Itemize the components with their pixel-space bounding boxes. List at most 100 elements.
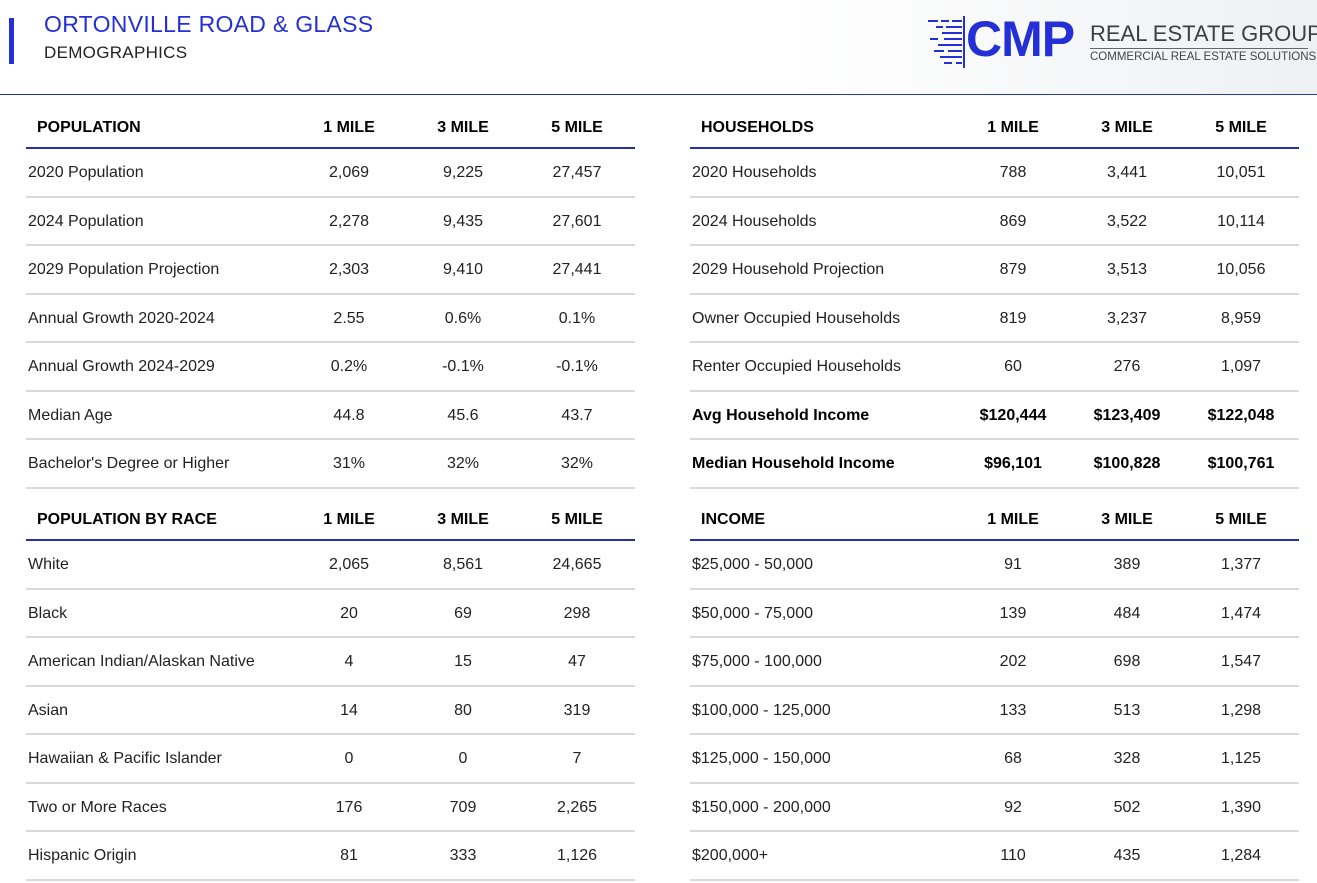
cell-1-mile: 44.8 (333, 406, 365, 424)
cell-5-mile: 10,051 (1216, 164, 1266, 181)
cell-1-mile: 68 (1004, 750, 1022, 767)
cell-5-mile: 43.7 (561, 406, 593, 424)
population-table: POPULATION 1 MILE 3 MILE 5 MILE 2020 Populat… (26, 112, 635, 489)
cell-1-mile: 20 (340, 604, 358, 622)
cell-3-mile: 3,441 (1106, 164, 1148, 181)
row-label: Median Household Income (692, 455, 895, 472)
cell-3-mile: 80 (454, 701, 472, 719)
table-row: American Indian/Alaskan Native 4 15 47 (26, 638, 635, 687)
logo-company-name: REAL ESTATE GROUP (1090, 21, 1317, 46)
cell-3-mile: -0.1% (442, 358, 484, 375)
cell-3-mile: 9,410 (442, 261, 484, 278)
cell-5-mile: 1,097 (1220, 358, 1262, 375)
table-row: 2020 Population 2,069 9,225 27,457 (26, 149, 635, 198)
row-label: Black (28, 604, 68, 622)
households-table: HOUSEHOLDS 1 MILE 3 MILE 5 MILE 2020 Househo… (690, 112, 1299, 489)
cell-5-mile: 32% (560, 455, 594, 472)
company-logo: CMP REAL ESTATE GROUP COMMERCIAL REAL ES… (926, 11, 1317, 70)
cell-5-mile: 24,665 (552, 556, 602, 573)
table-header-row: INCOME 1 MILE 3 MILE 5 MILE (690, 504, 1299, 541)
cell-3-mile: 15 (454, 653, 472, 670)
table-row: Bachelor's Degree or Higher 31% 32% 32% (26, 440, 635, 489)
column-header-5-mile: 5 MILE (551, 119, 603, 136)
cell-5-mile: 7 (572, 750, 582, 767)
column-header-3-mile: 3 MILE (437, 511, 489, 528)
cell-5-mile: 319 (563, 701, 591, 719)
table-row: 2029 Household Projection 879 3,513 10,056 (690, 246, 1299, 295)
cell-3-mile: 3,513 (1106, 261, 1148, 278)
cell-5-mile: 298 (563, 604, 591, 622)
row-label: Hispanic Origin (28, 847, 137, 864)
cell-1-mile: 0.2% (330, 358, 368, 375)
cell-3-mile: 9,435 (442, 212, 484, 230)
row-label: 2020 Population (28, 164, 144, 181)
cell-3-mile: 69 (454, 604, 472, 622)
table-header-label: INCOME (701, 511, 765, 528)
cell-3-mile: 513 (1113, 701, 1141, 719)
cell-1-mile: 788 (999, 164, 1027, 181)
logo-brand-text: CMP (966, 11, 1075, 67)
table-row: $25,000 - 50,000 91 389 1,377 (690, 541, 1299, 590)
table-row: Annual Growth 2020-2024 2.55 0.6% 0.1% (26, 295, 635, 343)
row-label: Renter Occupied Households (692, 358, 902, 375)
cell-5-mile: 0.1% (558, 309, 596, 327)
cell-5-mile: 27,601 (552, 212, 602, 230)
column-header-3-mile: 3 MILE (1101, 119, 1153, 136)
cell-1-mile: 202 (999, 653, 1027, 670)
table-header-row: POPULATION BY RACE 1 MILE 3 MILE 5 MILE (26, 504, 635, 541)
income-table: INCOME 1 MILE 3 MILE 5 MILE $25,000 - 50,000… (690, 504, 1299, 881)
cell-1-mile: 92 (1004, 798, 1022, 816)
cell-1-mile: 2,278 (328, 212, 370, 230)
table-row: Hispanic Origin 81 333 1,126 (26, 832, 635, 881)
cell-3-mile: 9,225 (442, 164, 484, 181)
table-row: Two or More Races 176 709 2,265 (26, 784, 635, 832)
page-title: ORTONVILLE ROAD & GLASS (44, 11, 374, 37)
cell-3-mile: 435 (1113, 847, 1141, 864)
table-row: White 2,065 8,561 24,665 (26, 541, 635, 590)
cell-1-mile: $96,101 (984, 455, 1042, 472)
cell-1-mile: 4 (344, 653, 354, 670)
cell-1-mile: 139 (999, 604, 1027, 622)
row-label: $150,000 - 200,000 (692, 798, 831, 816)
header-accent-bar (9, 18, 14, 64)
column-header-3-mile: 3 MILE (1101, 511, 1153, 528)
row-label: Two or More Races (28, 798, 167, 816)
table-row: $100,000 - 125,000 133 513 1,298 (690, 687, 1299, 735)
cell-1-mile: 2,069 (328, 164, 370, 181)
cell-5-mile: 1,377 (1220, 556, 1262, 573)
cell-5-mile: 27,441 (552, 261, 602, 278)
row-label: $200,000+ (692, 847, 769, 864)
cell-5-mile: 1,284 (1220, 847, 1262, 864)
cell-1-mile: 81 (340, 847, 358, 864)
row-label: 2020 Households (692, 164, 817, 181)
page-subtitle: DEMOGRAPHICS (44, 43, 188, 62)
table-row: $50,000 - 75,000 139 484 1,474 (690, 590, 1299, 638)
table-header-row: POPULATION 1 MILE 3 MILE 5 MILE (26, 112, 635, 149)
cell-3-mile: 8,561 (442, 556, 484, 573)
cell-3-mile: 0.6% (444, 309, 482, 327)
column-header-1-mile: 1 MILE (323, 119, 375, 136)
cell-1-mile: 176 (335, 798, 363, 816)
cell-3-mile: 333 (449, 847, 477, 864)
row-label: $125,000 - 150,000 (692, 750, 831, 767)
cell-1-mile: 2,303 (328, 261, 370, 278)
table-header-row: HOUSEHOLDS 1 MILE 3 MILE 5 MILE (690, 112, 1299, 149)
cell-5-mile: 47 (568, 653, 586, 670)
column-header-3-mile: 3 MILE (437, 119, 489, 136)
cell-5-mile: 1,474 (1220, 604, 1262, 622)
table-row: Asian 14 80 319 (26, 687, 635, 735)
page-header: ORTONVILLE ROAD & GLASS DEMOGRAPHICS CMP… (0, 0, 1317, 95)
table-row: Renter Occupied Households 60 276 1,097 (690, 343, 1299, 392)
cell-1-mile: 2,065 (328, 556, 370, 573)
cell-3-mile: 389 (1113, 556, 1141, 573)
row-label: Annual Growth 2020-2024 (28, 309, 215, 327)
row-label: Annual Growth 2024-2029 (28, 358, 215, 375)
cell-5-mile: 1,126 (556, 847, 598, 864)
cell-1-mile: 133 (999, 701, 1027, 719)
column-header-5-mile: 5 MILE (551, 511, 603, 528)
cell-3-mile: 698 (1113, 653, 1141, 670)
cell-1-mile: 110 (1000, 847, 1026, 864)
table-row: Median Age 44.8 45.6 43.7 (26, 392, 635, 440)
row-label: Median Age (28, 406, 113, 424)
row-label: $100,000 - 125,000 (692, 701, 831, 719)
